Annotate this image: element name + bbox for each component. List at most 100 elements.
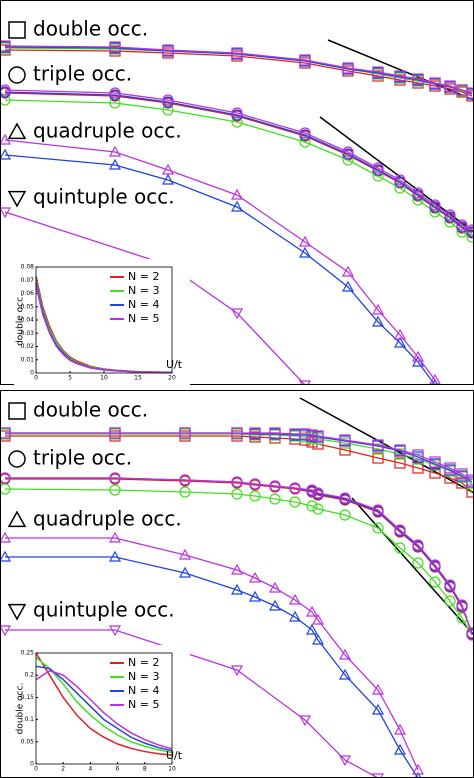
marker-circle [429,576,441,588]
marker-triangle-up [108,158,122,170]
legend-label: N = 5 [128,312,159,325]
inset-y-tick-label: 0.05 [21,738,35,745]
marker-triangle-up [288,593,302,605]
marker-circle [429,199,441,211]
inset-y-tick-label: 0.15 [21,694,35,701]
marker-triangle-down [230,665,244,677]
legend-label: N = 4 [128,298,159,311]
marker-square [429,456,441,468]
legend-label: N = 3 [128,670,159,683]
marker-triangle-down [298,715,312,727]
marker-circle [306,500,318,512]
marker-triangle-up [108,550,122,562]
inset-x-tick-label: 15 [134,375,142,382]
inset-y-tick-label: 0.2 [24,672,34,679]
marker-triangle-up [230,188,244,200]
marker-circle [299,127,311,139]
marker-square [466,87,474,99]
marker-square [342,62,354,74]
marker-circle [231,116,243,128]
reference-line [351,497,474,636]
marker-triangle-up [268,581,282,593]
marker-circle [0,84,11,96]
inset-x-tick-label: 8 [143,766,147,773]
marker-square [306,429,318,441]
marker-circle [456,599,468,611]
marker-triangle-up [0,531,12,543]
marker-triangle-up [0,133,12,145]
marker-triangle-up [311,633,325,645]
marker-circle [466,224,474,236]
marker-square [269,427,281,439]
marker-circle [231,476,243,488]
inset-y-label: double occ. [16,683,26,735]
marker-square [394,444,406,456]
marker-triangle-up [248,590,262,602]
marker-square [444,80,456,92]
inset-y-tick-label: 0.1 [24,716,34,723]
marker-triangle-up [341,265,355,277]
inset-curve [35,669,173,750]
inset-y-tick-label: 0.08 [21,264,35,271]
marker-circle [249,490,261,502]
group-label: quadruple occ. [33,119,182,143]
inset-curve [35,652,173,756]
inset-x-label: U/t [166,358,183,371]
curve [5,556,419,778]
inset-background [14,259,190,385]
marker-circle [162,94,174,106]
group-label: quintuple occ. [33,598,175,622]
marker-circle [412,187,424,199]
marker-circle [339,509,351,521]
marker-triangle-up [393,328,407,340]
marker-triangle-down [338,755,352,767]
legend-label: N = 2 [128,270,159,283]
marker-square [231,47,243,59]
group-label: quadruple occ. [33,507,182,531]
marker-triangle-up [338,648,352,660]
inset-y-tick-label: 0 [30,370,34,377]
marker-triangle-up [230,563,244,575]
marker-circle [109,472,121,484]
marker-square [456,468,468,480]
marker-triangle-up [161,173,175,185]
marker-triangle-up [298,235,312,247]
marker-triangle-up [7,122,27,140]
inset-x-tick-label: 6 [116,766,120,773]
marker-square [372,452,384,464]
marker-circle [342,154,354,166]
curve [4,91,473,233]
curve [4,154,436,385]
marker-circle [372,522,384,534]
marker-triangle-up [161,163,175,175]
inset-y-tick-label: 0.02 [21,343,35,350]
curve [5,537,419,771]
inset-x-label: U/t [166,749,183,762]
marker-circle [372,504,384,516]
marker-square [394,457,406,469]
marker-circle [306,484,318,496]
inset-x-tick-label: 10 [100,375,108,382]
legend-label: N = 5 [128,698,159,711]
marker-circle [0,472,11,484]
inset-curve [35,656,173,754]
marker-triangle-up [230,583,244,595]
marker-triangle-down [0,625,12,637]
marker-square [412,449,424,461]
curve [5,629,379,778]
marker-square [162,44,174,56]
inset-x-tick-label: 0 [34,766,38,773]
marker-square [412,462,424,474]
marker-square [312,430,324,442]
inset-x-tick-label: 2 [61,766,65,773]
marker-triangle-up [108,145,122,157]
marker-triangle-up [411,350,425,362]
marker-triangle-up [311,613,325,625]
marker-triangle-up [178,548,192,560]
marker-circle [249,478,261,490]
curve [5,433,473,485]
marker-square [372,439,384,451]
marker-triangle-up [298,246,312,258]
marker-circle [342,146,354,158]
marker-circle [299,136,311,148]
